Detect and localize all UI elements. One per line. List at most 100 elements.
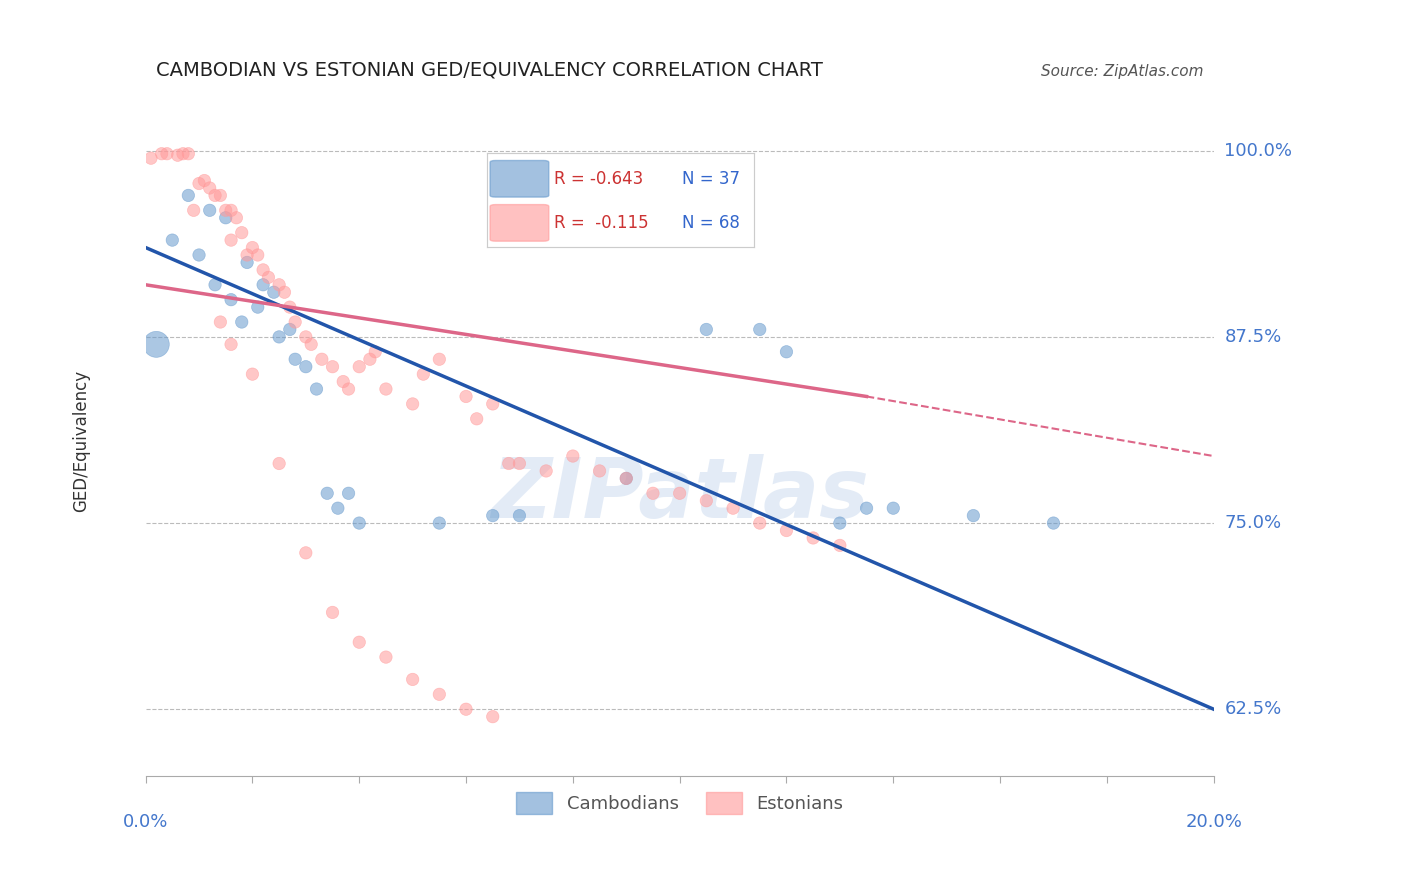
Point (162, 233, 184, 247)
Point (236, 248, 259, 262)
Point (695, 493, 717, 508)
Text: 100.0%: 100.0% (1225, 142, 1292, 160)
Point (326, 501, 349, 516)
Text: Source: ZipAtlas.com: Source: ZipAtlas.com (1040, 64, 1204, 79)
Point (454, 702, 477, 716)
Point (855, 501, 877, 516)
Text: 87.5%: 87.5% (1225, 328, 1282, 346)
Point (614, 471, 637, 485)
Point (337, 486, 360, 500)
Point (374, 650, 396, 665)
Point (242, 241, 264, 255)
Point (269, 330, 291, 344)
Point (269, 457, 291, 471)
Point (828, 538, 851, 552)
Point (219, 337, 242, 351)
Point (198, 181, 221, 195)
Point (193, 173, 215, 187)
Point (278, 300, 301, 314)
Point (295, 330, 318, 344)
Point (209, 315, 232, 329)
Point (614, 471, 637, 485)
Point (359, 352, 381, 367)
Point (204, 277, 226, 292)
Point (139, 151, 162, 165)
Point (225, 211, 247, 225)
Point (748, 516, 770, 530)
Point (454, 389, 477, 403)
Point (481, 508, 503, 523)
Point (668, 486, 690, 500)
Point (284, 352, 307, 367)
Point (1149, 791, 1171, 805)
Point (269, 277, 291, 292)
Point (322, 359, 344, 374)
Point (246, 300, 269, 314)
Point (962, 508, 984, 523)
Text: GED/Equivalency: GED/Equivalency (73, 370, 90, 512)
Point (374, 382, 396, 396)
Point (588, 464, 610, 478)
Point (1069, 814, 1091, 828)
Point (166, 148, 188, 162)
Point (299, 337, 322, 351)
Point (695, 322, 717, 336)
Point (252, 277, 274, 292)
Point (231, 226, 253, 240)
Legend: Cambodians, Estonians: Cambodians, Estonians (509, 784, 851, 821)
Point (316, 486, 339, 500)
Point (401, 673, 423, 687)
Point (257, 270, 280, 285)
Point (498, 457, 520, 471)
Point (347, 516, 370, 530)
Point (801, 531, 824, 545)
Text: 75.0%: 75.0% (1225, 514, 1281, 532)
Point (284, 315, 307, 329)
Point (177, 146, 200, 161)
Point (305, 382, 328, 396)
Point (219, 293, 242, 307)
Point (1042, 516, 1064, 530)
Point (177, 188, 200, 202)
Point (427, 687, 450, 701)
Point (145, 337, 167, 351)
Point (508, 457, 530, 471)
Point (401, 397, 423, 411)
Point (219, 203, 242, 218)
Point (322, 606, 344, 620)
Point (278, 322, 301, 336)
Point (481, 709, 503, 723)
Point (641, 486, 664, 500)
Point (534, 464, 557, 478)
Point (150, 146, 173, 161)
Point (263, 285, 285, 300)
Point (775, 344, 797, 359)
Point (236, 255, 259, 269)
Point (183, 203, 205, 218)
Point (412, 367, 434, 381)
Point (364, 344, 387, 359)
Point (156, 146, 179, 161)
Point (295, 546, 318, 560)
Point (219, 233, 242, 247)
Point (332, 375, 354, 389)
Point (172, 146, 194, 161)
Point (775, 524, 797, 538)
Text: 0.0%: 0.0% (122, 814, 169, 831)
Text: 20.0%: 20.0% (1185, 814, 1241, 831)
Point (311, 352, 333, 367)
Point (427, 352, 450, 367)
Point (828, 516, 851, 530)
Point (347, 635, 370, 649)
Point (188, 177, 211, 191)
Point (465, 412, 488, 426)
Point (231, 315, 253, 329)
Point (188, 248, 211, 262)
Point (273, 285, 295, 300)
Point (508, 508, 530, 523)
Point (215, 211, 238, 225)
Point (481, 397, 503, 411)
Point (198, 203, 221, 218)
Point (721, 501, 744, 516)
Point (561, 449, 583, 463)
